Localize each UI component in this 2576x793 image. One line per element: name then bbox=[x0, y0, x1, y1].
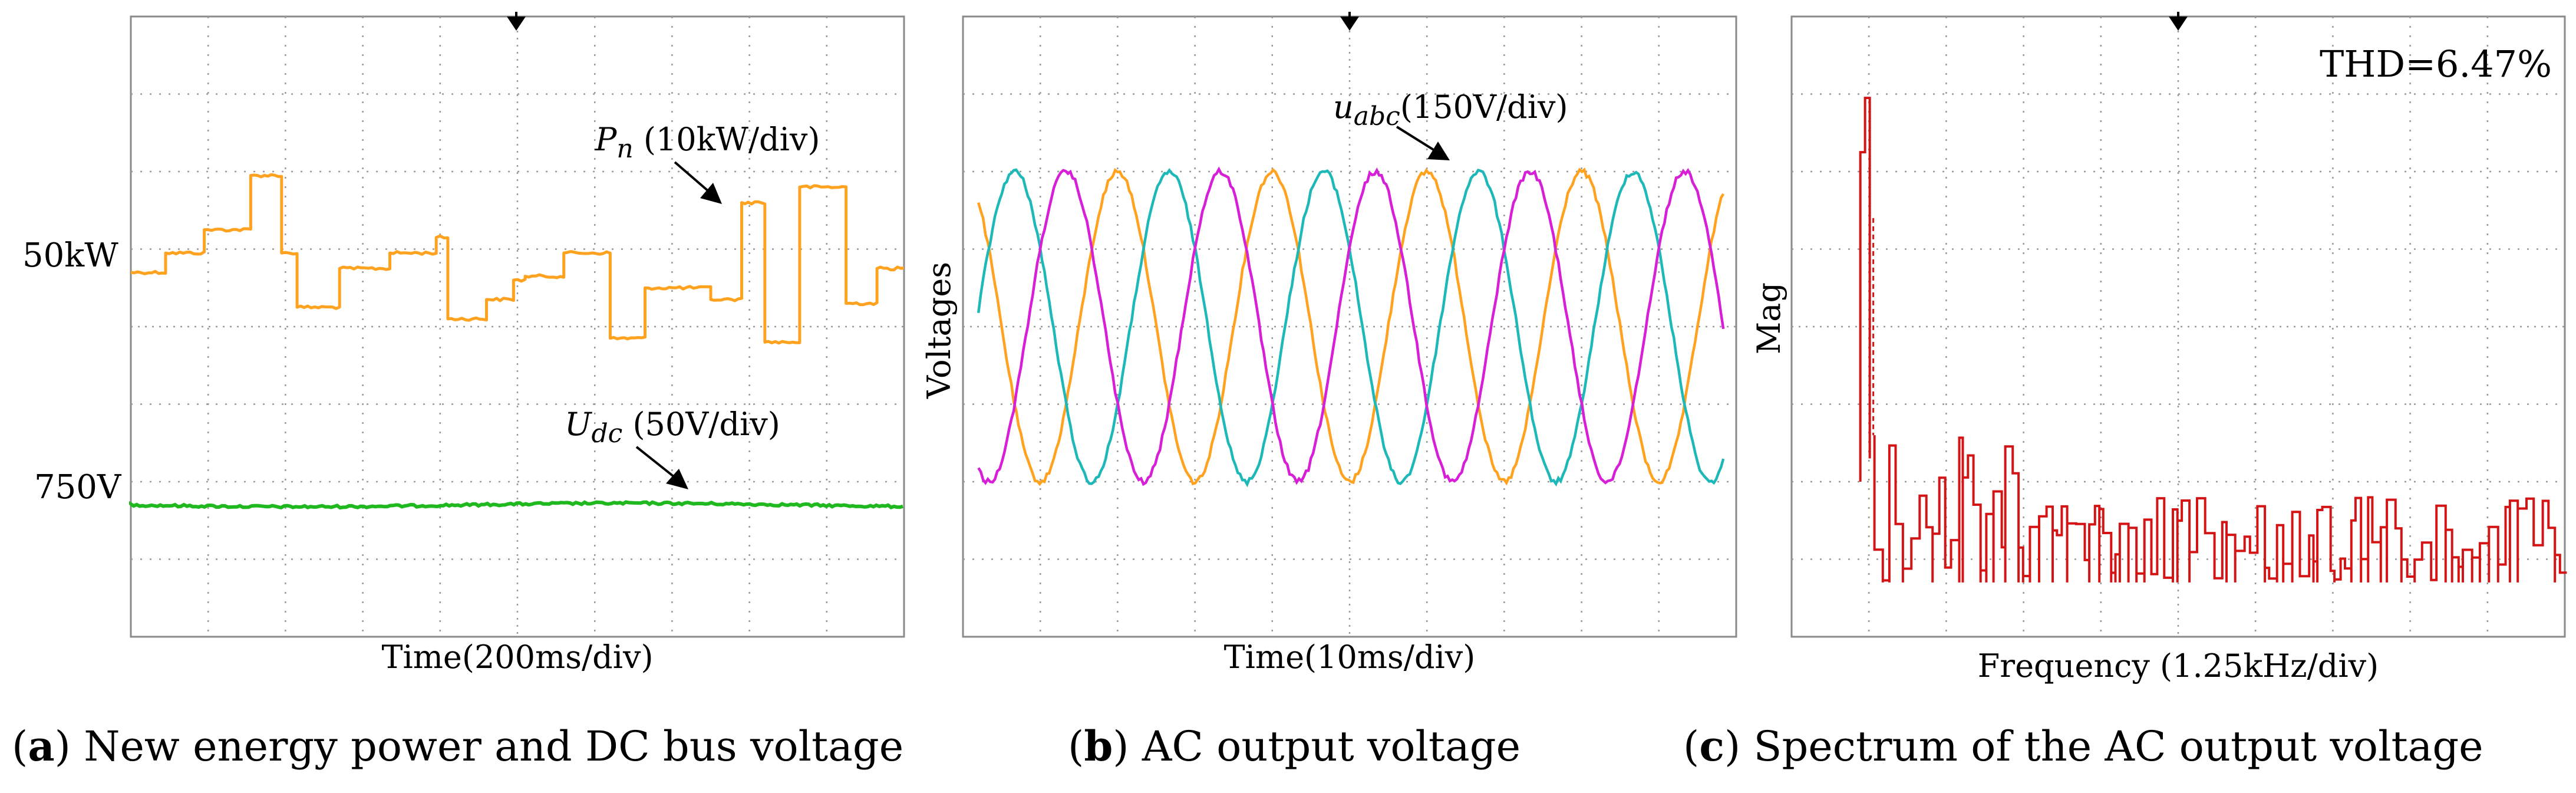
power-label-sub: n bbox=[616, 134, 633, 164]
panel-b-series-label: uabc(150V/div) bbox=[1333, 88, 1568, 160]
panel-a-letter: a bbox=[28, 722, 54, 771]
panel-c-caption: (c) Spectrum of the AC output voltage bbox=[1683, 722, 2483, 771]
panel-c-ylabel: Mag bbox=[1750, 282, 1787, 354]
panel-b-letter: b bbox=[1084, 722, 1113, 771]
panel-a-caption-text: New energy power and DC bus voltage bbox=[84, 722, 903, 771]
panel-b-xlabel: Time(10ms/div) bbox=[1224, 639, 1476, 676]
panel-a-side-label-power: 50kW bbox=[22, 236, 118, 275]
panel-c-thd-annotation: THD=6.47% bbox=[2320, 42, 2552, 85]
uabc-label-rest: (150V/div) bbox=[1400, 88, 1568, 126]
spectrum-trace bbox=[1873, 435, 2567, 583]
dc-bus-trace bbox=[129, 500, 903, 510]
panel-a-power-dc: 50kW 750V Pn (10kW/div) Udc (50V/div) Ti… bbox=[12, 12, 905, 771]
phase-trace-uc bbox=[977, 166, 1725, 486]
panel-b-ac-voltage: Voltages uabc(150V/div) Time(10ms/div) (… bbox=[921, 12, 1737, 771]
power-label-arrowhead bbox=[700, 183, 722, 204]
panel-b-caption-text: AC output voltage bbox=[1142, 722, 1520, 771]
dc-label-sub: dc bbox=[592, 419, 623, 449]
power-trace bbox=[130, 173, 905, 345]
phase-trace-ua bbox=[977, 167, 1725, 486]
phase-trace-ub bbox=[977, 168, 1725, 488]
power-label-main: P bbox=[595, 121, 618, 158]
panel-b-ylabel: Voltages bbox=[921, 262, 958, 399]
dc-label-rest: (50V/div) bbox=[622, 406, 780, 443]
dc-label-main: U bbox=[565, 406, 592, 443]
panel-a-power-series-label: Pn (10kW/div) bbox=[595, 121, 820, 204]
svg-text:uabc(150V/div): uabc(150V/div) bbox=[1333, 88, 1568, 131]
panel-a-xlabel: Time(200ms/div) bbox=[381, 639, 653, 676]
panel-a-dc-series-label: Udc (50V/div) bbox=[565, 406, 780, 489]
panel-c-xlabel: Frequency (1.25kHz/div) bbox=[1978, 647, 2379, 685]
panel-a-trigger-arrow bbox=[507, 12, 526, 31]
power-label-rest: (10kW/div) bbox=[634, 121, 820, 158]
panel-b-trigger-arrow bbox=[1340, 12, 1359, 31]
svg-text:Udc (50V/div): Udc (50V/div) bbox=[565, 406, 780, 449]
panel-c-trigger-arrow bbox=[2169, 12, 2188, 31]
fundamental-spike bbox=[1859, 97, 1871, 482]
panel-c-spectrum: Mag THD=6.47% Frequency (1.25kHz/div) (c… bbox=[1683, 12, 2567, 771]
panel-a-side-label-dc: 750V bbox=[34, 468, 122, 506]
panel-c-caption-text: Spectrum of the AC output voltage bbox=[1754, 722, 2483, 771]
panel-a-grid bbox=[131, 17, 904, 637]
uabc-label-sub: abc bbox=[1354, 101, 1400, 131]
svg-text:Pn (10kW/div): Pn (10kW/div) bbox=[595, 121, 820, 164]
panel-b-traces bbox=[977, 166, 1725, 488]
panel-a-traces bbox=[129, 173, 905, 510]
uabc-label-main: u bbox=[1333, 88, 1354, 126]
dc-label-arrowhead bbox=[666, 469, 688, 489]
panel-b-caption: (b) AC output voltage bbox=[1068, 722, 1520, 771]
panel-c-letter: c bbox=[1699, 722, 1724, 771]
panel-c-traces bbox=[1859, 97, 2567, 583]
uabc-label-arrowhead bbox=[1427, 142, 1450, 160]
panel-a-caption: (a) New energy power and DC bus voltage bbox=[12, 722, 903, 771]
